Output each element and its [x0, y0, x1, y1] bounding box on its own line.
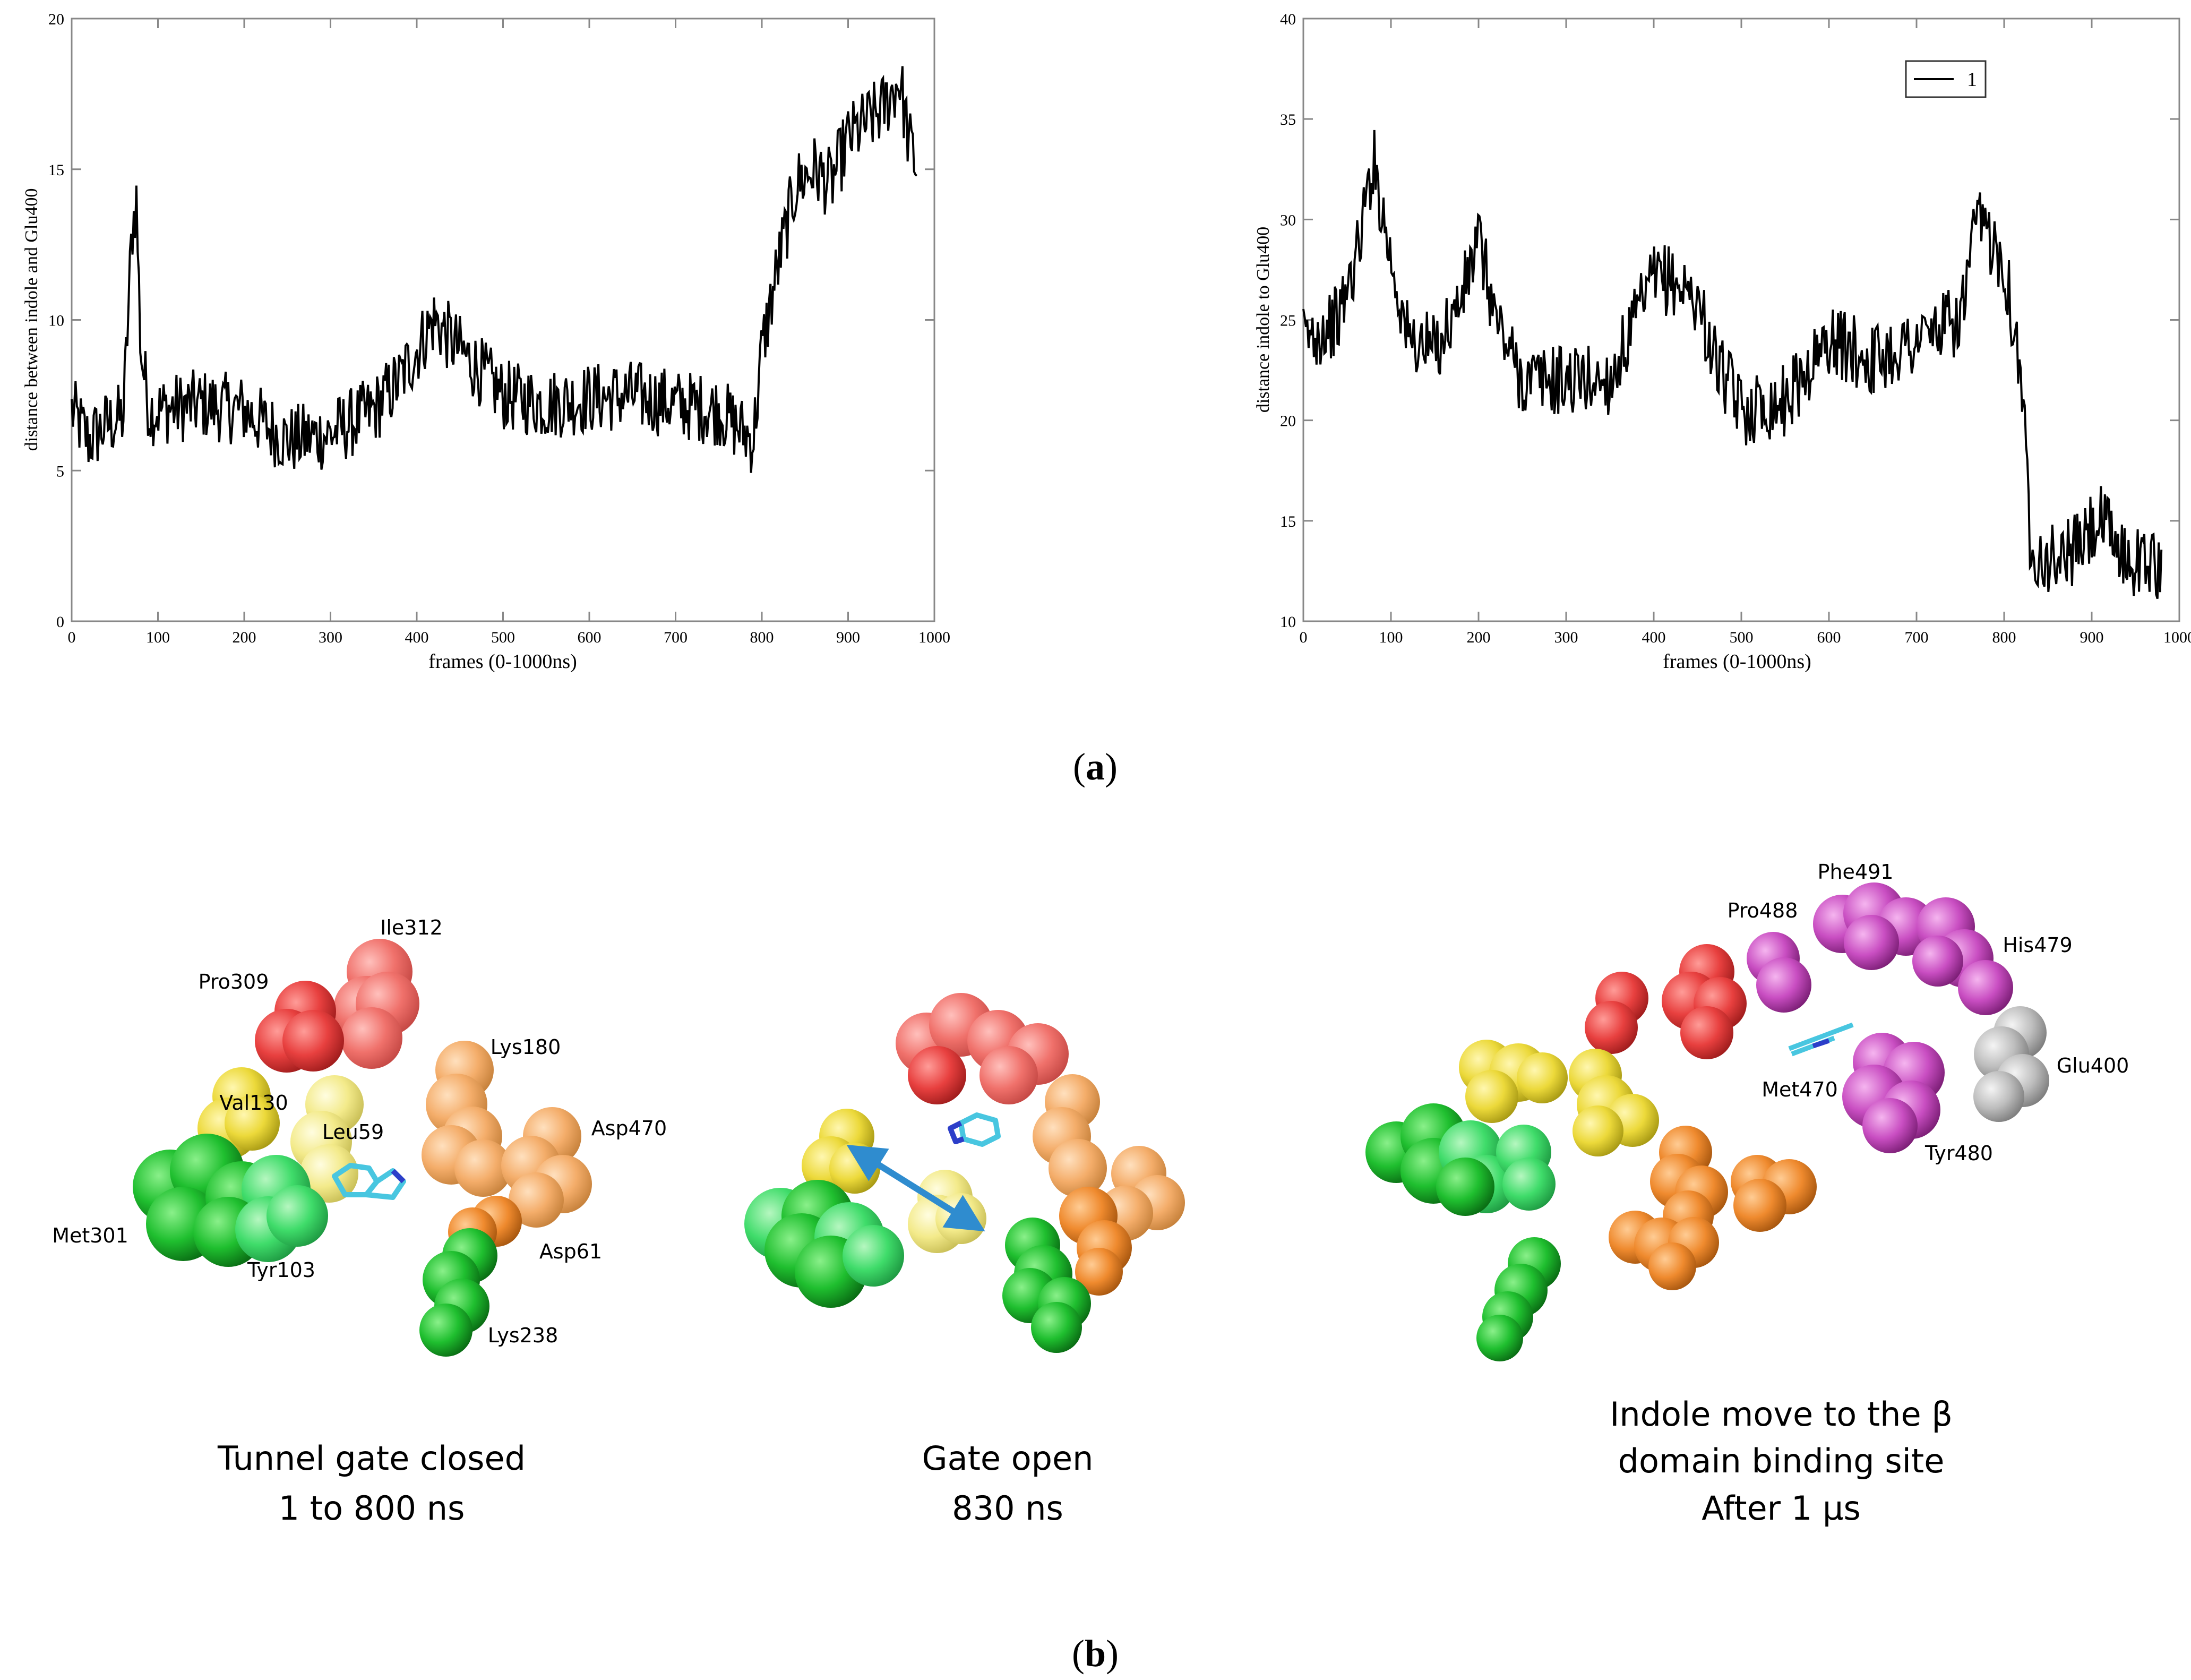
- y-tick-label: 20: [1280, 413, 1296, 430]
- residue-yellow-spheres: [1459, 1040, 1659, 1156]
- x-tick-label: 500: [1730, 629, 1754, 646]
- x-axis-label: frames (0-1000ns): [428, 650, 577, 673]
- residue-lys238-spheres: [419, 1228, 497, 1357]
- y-axis-label: distance indole to Glu400: [1253, 227, 1273, 413]
- x-tick-label: 500: [491, 629, 515, 646]
- y-tick-label: 10: [1280, 613, 1296, 631]
- residue-green-spheres: [744, 1180, 1091, 1353]
- x-tick-label: 1000: [2163, 629, 2191, 646]
- y-tick-label: 15: [1280, 513, 1296, 530]
- x-tick-label: 600: [1817, 629, 1841, 646]
- residue-label-phe491: Phe491: [1818, 860, 1894, 884]
- caption-line-2: 1 to 800 ns: [279, 1489, 465, 1528]
- indole-molecule: [332, 1163, 406, 1200]
- residue-magenta-spheres: [1747, 882, 2013, 1153]
- data-series-line: [71, 66, 918, 473]
- x-axis-label: frames (0-1000ns): [1663, 650, 1811, 673]
- structure-gate-closed: Ile312 Pro309 Lys180 Asp470 Val130 Leu59…: [52, 916, 667, 1528]
- residue-label-val130: Val130: [219, 1091, 288, 1115]
- gate-opening-arrow: [846, 1144, 985, 1232]
- x-tick-label: 800: [1992, 629, 2016, 646]
- x-tick-label: 200: [1467, 629, 1491, 646]
- x-tick-label: 0: [68, 629, 76, 646]
- panel-label-a: (a): [1073, 745, 1118, 788]
- residue-label-pro309: Pro309: [199, 970, 269, 993]
- residue-green-spheres: [1365, 1103, 1561, 1361]
- y-tick-label: 30: [1280, 211, 1296, 229]
- residue-label-lys238: Lys238: [488, 1324, 559, 1347]
- y-tick-label: 25: [1280, 312, 1296, 330]
- chart-distance-glu400: 0 5 10 15 20 0 100 200 300 400 500 600 700 800 900 100…: [22, 11, 950, 673]
- residue-tyr103-spheres: [193, 1155, 328, 1267]
- x-tick-label: 100: [1379, 629, 1403, 646]
- structure-beta-domain: Phe491 Pro488 His479 Met470 Glu400 Tyr48…: [1365, 860, 2129, 1528]
- x-tick-label: 100: [146, 629, 170, 646]
- residue-orange-spheres: [1609, 1126, 1817, 1290]
- residue-ile312-spheres: [333, 939, 419, 1069]
- legend-entry: 1: [1967, 68, 1977, 91]
- x-tick-label: 300: [319, 629, 342, 646]
- chart-distance-indole-glu400: 10 15 20 25 30 35 40 0 100 200 300 400 500 600 700 800…: [1253, 11, 2191, 673]
- y-axis-label: distance between indole and Glu400: [22, 188, 41, 451]
- residue-label-tyr480: Tyr480: [1924, 1142, 1993, 1165]
- y-tick-label: 40: [1280, 11, 1296, 28]
- residue-label-his479: His479: [2003, 933, 2072, 957]
- indole-molecule: [948, 1112, 1001, 1147]
- residue-asp470-spheres: [501, 1107, 592, 1228]
- x-tick-label: 700: [664, 629, 688, 646]
- x-tick-label: 400: [1642, 629, 1666, 646]
- residue-orange-spheres: [1033, 1074, 1185, 1296]
- x-tick-label: 200: [233, 629, 256, 646]
- residue-lys180-spheres: [422, 1041, 512, 1197]
- y-tick-label: 35: [1280, 111, 1296, 128]
- residue-red-spheres: [896, 993, 1069, 1104]
- residue-red-spheres: [1585, 944, 1747, 1059]
- x-tick-label: 800: [750, 629, 774, 646]
- y-tick-label: 20: [48, 11, 64, 28]
- residue-leu59-spheres: [290, 1075, 364, 1203]
- x-tick-label: 900: [836, 629, 860, 646]
- x-tick-label: 700: [1905, 629, 1929, 646]
- legend: 1: [1905, 60, 1987, 98]
- caption-line-1: Tunnel gate closed: [217, 1439, 526, 1478]
- y-tick-label: 10: [48, 312, 64, 330]
- y-tick-label: 5: [56, 462, 64, 480]
- x-tick-label: 1000: [918, 629, 950, 646]
- residue-label-asp61: Asp61: [539, 1240, 602, 1263]
- residue-label-met301: Met301: [52, 1224, 128, 1247]
- residue-pro309-spheres: [255, 981, 344, 1073]
- data-series-line: [1302, 130, 2163, 599]
- panel-label-b: (b): [1072, 1632, 1119, 1675]
- indole-molecule: [1788, 1022, 1854, 1057]
- residue-label-lys180: Lys180: [491, 1035, 561, 1059]
- caption-line-1: Indole move to the β: [1610, 1395, 1953, 1434]
- x-tick-label: 300: [1554, 629, 1578, 646]
- x-tick-label: 600: [578, 629, 602, 646]
- y-tick-label: 0: [56, 613, 64, 631]
- residue-label-pro488: Pro488: [1728, 899, 1798, 922]
- residue-label-glu400: Glu400: [2057, 1054, 2129, 1077]
- residue-label-tyr103: Tyr103: [247, 1258, 315, 1282]
- plot-frame: [71, 18, 935, 622]
- x-tick-label: 900: [2080, 629, 2104, 646]
- caption-line-2: 830 ns: [952, 1489, 1063, 1528]
- caption-line-2: domain binding site: [1618, 1442, 1945, 1480]
- x-tick-label: 0: [1300, 629, 1308, 646]
- x-tick-label: 400: [405, 629, 429, 646]
- residue-label-ile312: Ile312: [380, 916, 443, 939]
- residue-label-met470: Met470: [1762, 1078, 1838, 1101]
- residue-label-leu59: Leu59: [322, 1120, 384, 1144]
- caption-line-3: After 1 µs: [1702, 1489, 1861, 1528]
- y-tick-label: 15: [48, 161, 64, 179]
- structure-gate-open: Gate open 830 ns: [744, 993, 1185, 1528]
- residue-gray-spheres: [1973, 1006, 2049, 1122]
- caption-line-1: Gate open: [922, 1439, 1094, 1478]
- residue-label-asp470: Asp470: [591, 1117, 667, 1140]
